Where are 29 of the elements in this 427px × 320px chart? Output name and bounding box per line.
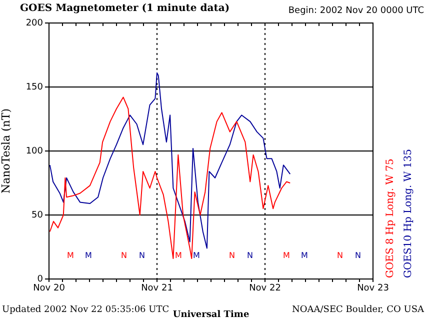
x-tick-label: Nov 22 — [249, 284, 281, 294]
text: NOAA/SEC Boulder, CO USA — [292, 305, 424, 315]
annotation: N — [337, 251, 343, 260]
annotation: M — [85, 251, 92, 260]
y-axis-title: NanoTesla (nT) — [0, 108, 12, 194]
annotation: M — [175, 251, 182, 260]
y-tick-label: 50 — [32, 210, 44, 220]
annotation: N — [139, 251, 145, 260]
y-tick-label: 100 — [26, 146, 44, 156]
annotation: M — [67, 251, 74, 260]
y-tick-label: 200 — [26, 18, 44, 28]
chart-title: GOES Magnetometer (1 minute data) — [20, 3, 230, 14]
annotation: N — [229, 251, 235, 260]
x-axis-title: Universal Time — [172, 310, 250, 320]
text: GOES 8 Hp Long. W 75 — [385, 158, 396, 278]
annotation: M — [301, 251, 308, 260]
annotation: N — [121, 251, 127, 260]
y-tick-label: 0 — [37, 274, 44, 284]
y-tick-label: 150 — [26, 82, 44, 92]
x-tick-label: Nov 23 — [357, 284, 389, 294]
x-tick-label: Nov 21 — [141, 284, 173, 294]
annotation: N — [355, 251, 361, 260]
chart-subtitle: Begin: 2002 Nov 20 0000 UTC — [288, 6, 424, 16]
annotation: N — [247, 251, 253, 260]
text: Updated 2002 Nov 22 05:35:06 UTC — [2, 305, 170, 315]
annotation: M — [193, 251, 200, 260]
text: GOES10 Hp Long. W 135 — [403, 149, 414, 278]
annotation: M — [283, 251, 290, 260]
x-tick-label: Nov 20 — [33, 284, 66, 294]
